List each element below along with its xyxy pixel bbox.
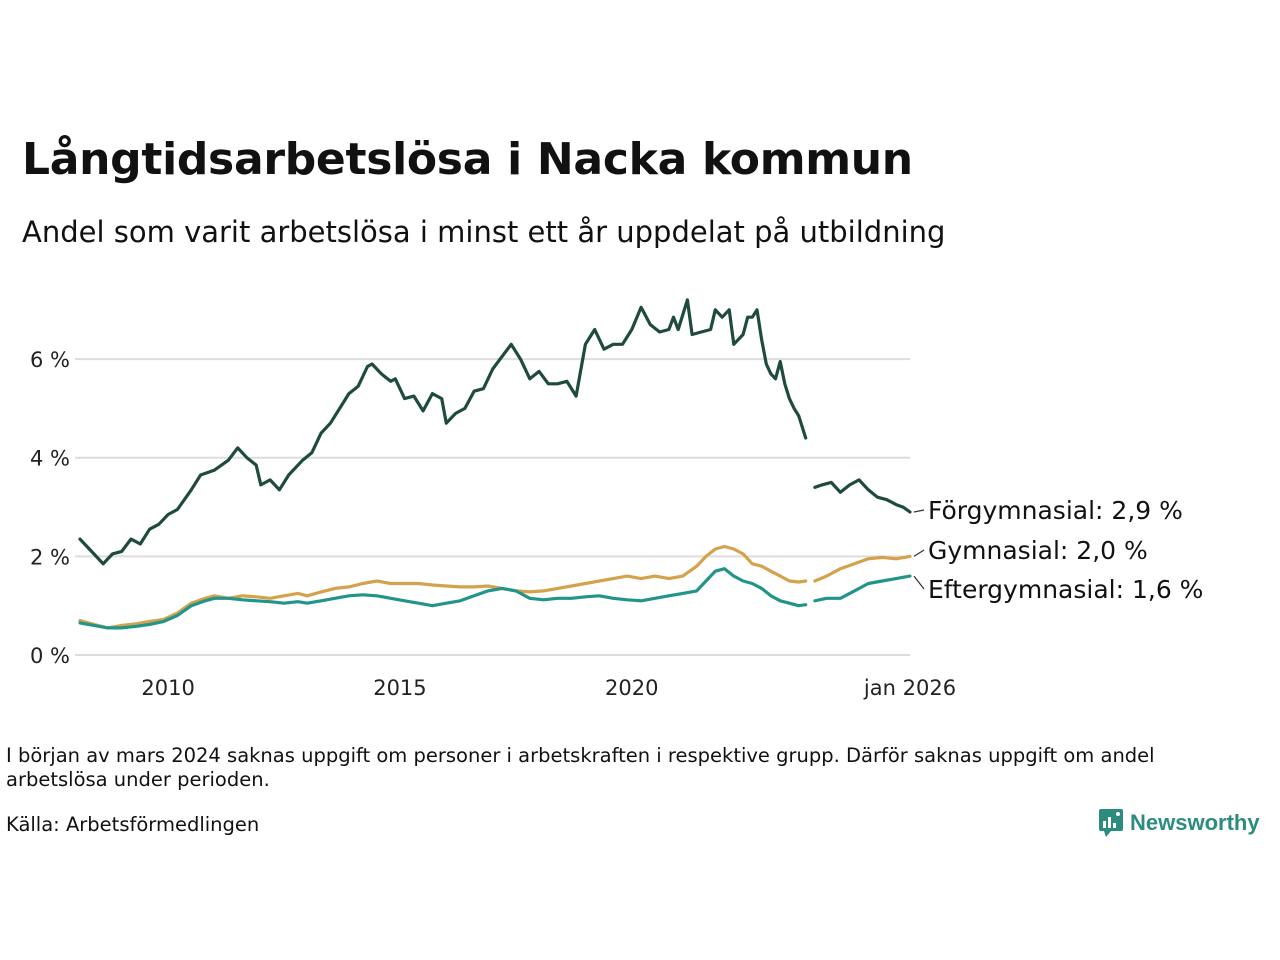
series-line-eftergymnasial: [78, 567, 808, 630]
series-line-eftergymnasial: [813, 574, 912, 603]
y-tick-label: 2 %: [30, 545, 70, 569]
line-chart: 0 % 2 % 4 % 6 % 2010 2015 2020 jan 2026 Förgym…: [30, 298, 1203, 700]
x-tick-label: 2020: [605, 676, 658, 700]
chart-subtitle: Andel som varit arbetslösa i minst ett å…: [22, 215, 946, 249]
x-axis-ticks: 2010 2015 2020 jan 2026: [141, 676, 956, 700]
brand-name: Newsworthy: [1130, 810, 1260, 835]
x-tick-label: 2010: [141, 676, 194, 700]
label-leader-line: [913, 549, 925, 557]
chart-title: Långtidsarbetslösa i Nacka kommun: [22, 134, 913, 185]
x-tick-label: jan 2026: [863, 676, 956, 700]
y-tick-label: 4 %: [30, 447, 70, 471]
label-leader-line: [913, 509, 925, 513]
footnote: I början av mars 2024 saknas uppgift om …: [6, 744, 1155, 791]
label-leader-line: [913, 575, 925, 590]
series-line-förgymnasial: [813, 478, 912, 514]
x-tick-label: 2015: [373, 676, 426, 700]
series-end-labels: Förgymnasial: 2,9 % Gymnasial: 2,0 % Efter…: [913, 496, 1203, 604]
series-line-gymnasial: [78, 544, 808, 630]
series-line-förgymnasial: [78, 298, 808, 566]
grid-lines: [75, 358, 910, 656]
newsworthy-brand[interactable]: Newsworthy: [1098, 808, 1260, 838]
series-lines: [78, 298, 912, 630]
series-end-label: Förgymnasial: 2,9 %: [928, 496, 1183, 525]
source-note: Källa: Arbetsförmedlingen: [6, 813, 260, 836]
series-line-gymnasial: [813, 554, 912, 583]
y-tick-label: 0 %: [30, 644, 70, 668]
y-tick-label: 6 %: [30, 348, 70, 372]
newsworthy-logo-icon: [1099, 809, 1123, 837]
series-end-label: Eftergymnasial: 1,6 %: [928, 575, 1203, 604]
y-axis-ticks: 0 % 2 % 4 % 6 %: [30, 348, 70, 668]
series-end-label: Gymnasial: 2,0 %: [928, 536, 1148, 565]
